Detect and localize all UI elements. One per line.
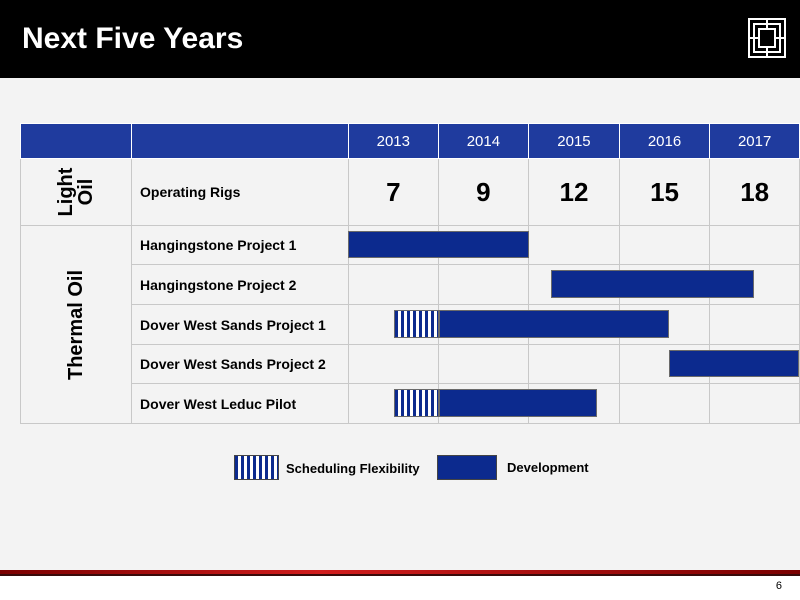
rig-count: 12: [528, 158, 620, 226]
legend-swatch-scheduling-flexibility: [234, 455, 279, 480]
category-label: Thermal Oil: [65, 269, 88, 380]
year-header: 2016: [618, 123, 711, 159]
year-header: 2015: [528, 123, 620, 159]
row-label: Hangingstone Project 2: [131, 264, 349, 305]
year-header: 2017: [709, 123, 800, 159]
table-header-row: 2013 2014 2015 2016 2017: [19, 123, 800, 159]
table-row: Dover West Sands Project 2: [21, 344, 800, 384]
table-row: Dover West Leduc Pilot: [21, 383, 800, 424]
row-label: Dover West Sands Project 2: [131, 344, 349, 384]
rig-count: 15: [618, 158, 711, 226]
year-header: 2013: [347, 123, 439, 159]
row-label: Dover West Sands Project 1: [131, 304, 349, 345]
footer-divider: [0, 574, 800, 576]
page-number: 6: [775, 580, 782, 592]
row-label: Dover West Leduc Pilot: [131, 383, 349, 424]
category-thermal-oil: Thermal Oil: [19, 225, 133, 424]
year-header: 2014: [437, 123, 530, 159]
category-light-oil: Light Oil: [19, 158, 133, 226]
category-label-line: Light: [55, 167, 78, 217]
table-row: Hangingstone Project 2: [21, 264, 800, 305]
rig-count: 18: [709, 158, 800, 226]
company-logo-icon: [748, 18, 786, 58]
rig-count: 9: [437, 158, 530, 226]
rig-count: 7: [347, 158, 439, 226]
slide-header: Next Five Years: [0, 0, 800, 78]
table-row: Dover West Sands Project 1: [21, 304, 800, 345]
category-label-line: Oil: [75, 178, 98, 206]
legend-swatch-development: [437, 455, 497, 480]
row-label: Hangingstone Project 1: [131, 225, 349, 265]
schedule-table: 2013 2014 2015 2016 2017 Light Oil Opera…: [19, 123, 800, 424]
table-row: Thermal Oil Hangingstone Project 1: [19, 225, 800, 424]
footer-accent-line: [0, 570, 800, 574]
row-label: Operating Rigs: [131, 158, 349, 226]
header-label-cell: [131, 123, 349, 159]
slide-title: Next Five Years: [22, 22, 244, 55]
legend-label-scheduling-flexibility: Scheduling Flexibility: [286, 461, 420, 476]
table-row: Light Oil Operating Rigs 7 9 12 15 18: [19, 158, 800, 226]
legend-label-development: Development: [507, 460, 589, 475]
